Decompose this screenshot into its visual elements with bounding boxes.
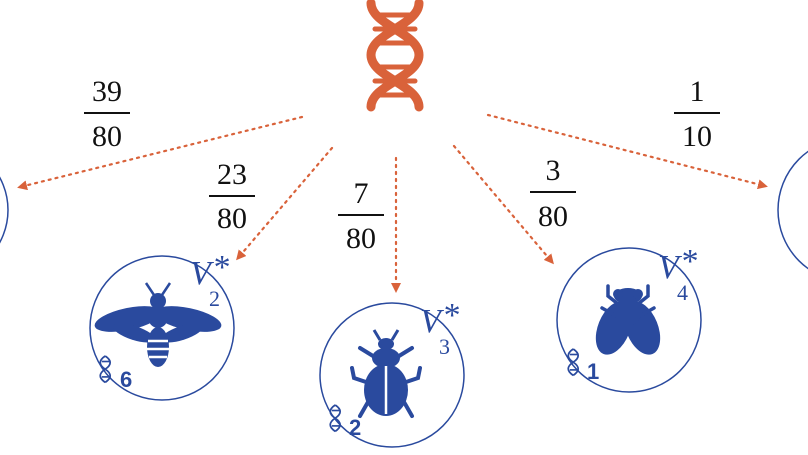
fraction-numerator: 23 — [217, 158, 247, 191]
fraction-right: 1 10 — [674, 75, 720, 153]
fraction-denominator: 80 — [346, 222, 376, 255]
agent-beetle: V * 3 2 — [319, 297, 465, 448]
agent-fly: V * 4 1 — [556, 243, 702, 393]
agent-subscript: 4 — [677, 280, 688, 305]
fraction-left: 39 80 — [84, 75, 130, 153]
fraction-beetle: 7 80 — [338, 177, 384, 255]
agent-star: * — [680, 243, 697, 280]
edge-arrow-fly — [452, 144, 554, 265]
agent-circle — [319, 302, 465, 448]
agent-star: * — [212, 249, 229, 286]
offscreen-agent-left — [0, 176, 9, 244]
edges — [17, 113, 768, 293]
fraction-fly: 3 80 — [530, 154, 576, 233]
dna-icon — [366, 0, 424, 112]
agent-circle — [89, 255, 235, 401]
fraction-denominator: 80 — [92, 120, 122, 153]
fly-icon — [595, 284, 661, 355]
agent-subscript: 3 — [439, 334, 450, 359]
edge-arrow-right — [486, 113, 768, 190]
dna-count-icon — [567, 348, 580, 377]
fraction-numerator: 3 — [546, 154, 561, 187]
dna-count-icon — [99, 355, 112, 384]
offscreen-agent-right — [777, 150, 808, 270]
fraction-denominator: 10 — [682, 120, 712, 153]
agent-count: 1 — [587, 359, 599, 384]
bee-icon — [94, 282, 222, 367]
agent-bee: V * 2 6 — [89, 249, 235, 401]
fraction-numerator: 39 — [92, 75, 122, 108]
fraction-numerator: 1 — [690, 75, 705, 108]
agent-count: 6 — [120, 367, 132, 392]
fraction-denominator: 80 — [538, 200, 568, 233]
agent-circle — [556, 247, 702, 393]
agent-star: * — [442, 297, 459, 334]
agent-count: 2 — [349, 415, 361, 440]
fraction-denominator: 80 — [217, 202, 247, 235]
beetle-icon — [350, 329, 422, 418]
fraction-numerator: 7 — [354, 177, 369, 210]
fraction-bee: 23 80 — [209, 158, 255, 235]
agent-subscript: 2 — [209, 286, 220, 311]
edge-arrow-left — [17, 115, 304, 191]
edge-arrow-bee — [236, 146, 334, 261]
dna-count-icon — [329, 404, 342, 433]
